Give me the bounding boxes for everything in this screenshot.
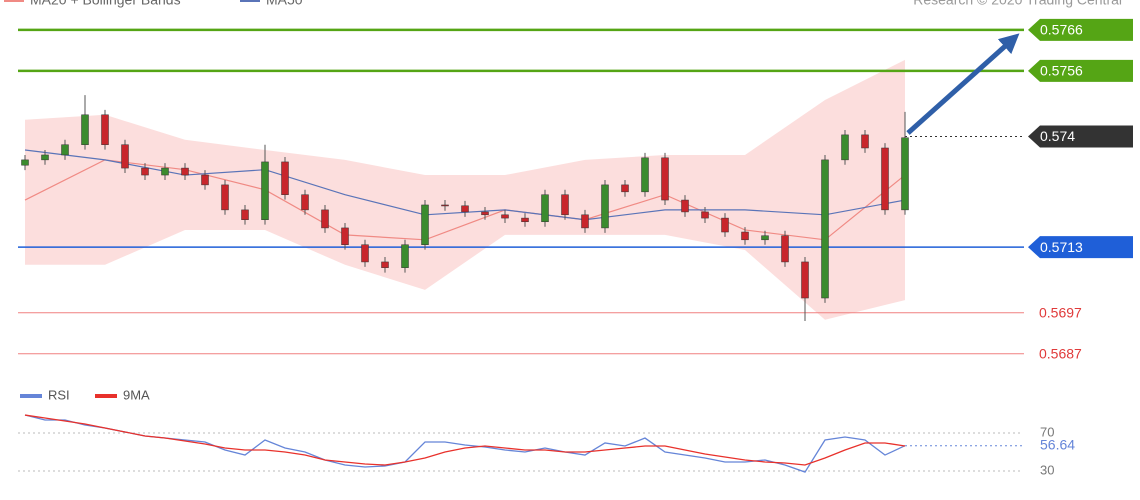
candle-body <box>841 134 849 161</box>
legend-label: MA50 <box>266 0 303 8</box>
candle-body <box>561 194 569 216</box>
level-tag <box>1028 18 1133 41</box>
y-tick-label: 70 <box>1040 424 1054 439</box>
level-label: 0.5766 <box>1040 22 1083 38</box>
candle-body <box>901 137 909 211</box>
candle-body <box>741 231 749 241</box>
candle-body <box>61 144 69 156</box>
candle-body <box>161 167 169 176</box>
current-value-label: 56.64 <box>1040 436 1075 452</box>
candle-body <box>221 184 229 211</box>
candle-body <box>821 159 829 299</box>
legend-label: 9MA <box>123 387 150 402</box>
candle-body <box>241 209 249 220</box>
trend-arrow <box>906 33 1020 135</box>
level-tag <box>1028 59 1133 82</box>
candle-body <box>721 217 729 233</box>
legend-label: RSI <box>48 387 70 402</box>
candle-body <box>461 205 469 213</box>
candle-body <box>761 235 769 241</box>
legend-label: MA20 + Bollinger Bands <box>30 0 181 8</box>
candle-body <box>501 214 509 219</box>
level-tag <box>1028 125 1133 148</box>
level-label: 0.5756 <box>1040 63 1083 79</box>
candle-body <box>701 211 709 219</box>
candle-body <box>781 235 789 263</box>
candle-body <box>481 211 489 216</box>
candle-body <box>81 114 89 145</box>
candle-body <box>881 147 889 211</box>
level-tag <box>1028 236 1133 259</box>
candle-body <box>601 184 609 229</box>
rsi-line <box>24 414 906 466</box>
candle-body <box>521 217 529 223</box>
level-label: 0.5713 <box>1040 239 1083 255</box>
candle-body <box>681 199 689 213</box>
candle-body <box>861 134 869 149</box>
candle-body <box>661 157 669 201</box>
rsi-line <box>24 414 906 473</box>
candle-body <box>621 184 629 193</box>
candle-body <box>441 204 449 207</box>
candle-body <box>201 174 209 186</box>
candle-body <box>321 209 329 229</box>
level-label: 0.5687 <box>1039 345 1082 361</box>
candle-body <box>341 227 349 245</box>
level-label: 0.574 <box>1040 128 1075 144</box>
candle-body <box>401 244 409 268</box>
candle-body <box>181 167 189 176</box>
candle-body <box>641 157 649 193</box>
plot-layer: MA20 + Bollinger Bands MA50 Research © 202… <box>4 0 1133 477</box>
candle-body <box>121 144 129 169</box>
candle-body <box>101 114 109 145</box>
bollinger-band <box>25 59 905 320</box>
candle-body <box>281 161 289 195</box>
level-label: 0.5697 <box>1039 304 1082 320</box>
candle-body <box>381 261 389 268</box>
source-label: Research © 2020 Trading Central <box>913 0 1122 8</box>
candle-body <box>581 214 589 229</box>
candle-body <box>361 244 369 263</box>
candle-body <box>801 261 809 299</box>
y-tick-label: 30 <box>1040 462 1054 477</box>
ma20-line <box>24 159 906 241</box>
candle-body <box>141 167 149 176</box>
candle-body <box>541 194 549 223</box>
candle-body <box>41 154 49 161</box>
candle-body <box>301 194 309 211</box>
candle-body <box>261 161 269 220</box>
candle-body <box>21 159 29 166</box>
candle-body <box>421 204 429 245</box>
